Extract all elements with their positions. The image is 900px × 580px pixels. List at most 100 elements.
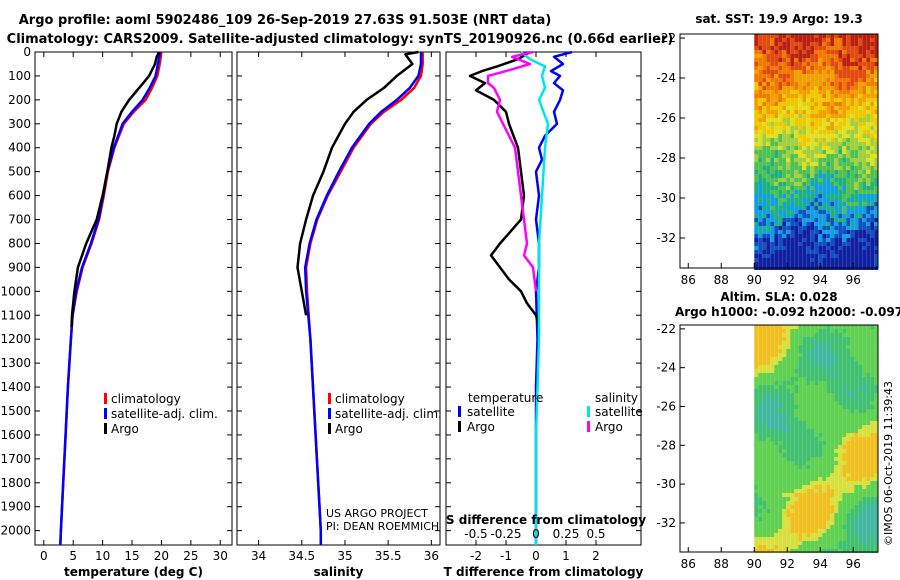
heatmap-cell [870,226,875,230]
heatmap-cell [770,246,775,250]
heatmap-cell [838,457,843,461]
heatmap-cell [786,433,791,437]
heatmap-cell [858,369,863,373]
heatmap-cell [866,529,871,533]
heatmap-cell [838,497,843,501]
heatmap-cell [782,214,787,218]
heatmap-cell [870,341,875,345]
heatmap-cell [806,361,811,365]
heatmap-cell [842,541,847,545]
heatmap-cell [862,425,867,429]
heatmap-cell [802,421,807,425]
heatmap-cell [838,66,843,70]
heatmap-cell [790,250,795,254]
heatmap-cell [850,517,855,521]
heatmap-cell [806,34,811,38]
heatmap-cell [866,54,871,58]
heatmap-cell [858,182,863,186]
heatmap-cell [814,429,819,433]
heatmap-cell [778,146,783,150]
heatmap-cell [842,341,847,345]
heatmap-cell [782,54,787,58]
heatmap-cell [854,397,859,401]
heatmap-cell [870,250,875,254]
heatmap-cell [838,529,843,533]
heatmap-cell [862,154,867,158]
heatmap-cell [754,182,759,186]
heatmap-cell [782,373,787,377]
heatmap-cell [778,54,783,58]
series-argo [296,50,419,316]
heatmap-cell [754,385,759,389]
heatmap-cell [774,401,779,405]
heatmap-cell [870,218,875,222]
heatmap-cell [762,66,767,70]
heatmap-cell [842,461,847,465]
heatmap-cell [846,537,851,541]
heatmap-cell [834,58,839,62]
heatmap-cell [838,501,843,505]
heatmap-cell [762,381,767,385]
heatmap-cell [762,106,767,110]
heatmap-cell [770,102,775,106]
heatmap-cell [862,453,867,457]
heatmap-cell [818,78,823,82]
heatmap-cell [854,337,859,341]
heatmap-cell [802,126,807,130]
heatmap-cell [810,90,815,94]
heatmap-cell [798,238,803,242]
heatmap-cell [774,513,779,517]
heatmap-cell [822,513,827,517]
heatmap-cell [834,441,839,445]
heatmap-cell [870,517,875,521]
heatmap-cell [786,509,791,513]
heatmap-cell [778,377,783,381]
heatmap-cell [762,549,767,553]
heatmap-cell [802,409,807,413]
heatmap-cell [754,389,759,393]
heatmap-cell [806,46,811,50]
heatmap-cell [866,389,871,393]
salinity-xtick-label: 35.5 [375,549,402,563]
heatmap-cell [870,58,875,62]
heatmap-cell [806,385,811,389]
heatmap-cell [802,429,807,433]
heatmap-cell [758,365,763,369]
heatmap-cell [814,501,819,505]
heatmap-cell [866,242,871,246]
heatmap-cell [842,481,847,485]
heatmap-cell [854,38,859,42]
heatmap-cell [874,329,879,333]
heatmap-cell [774,421,779,425]
heatmap-cell [810,513,815,517]
heatmap-cell [798,357,803,361]
heatmap-cell [782,74,787,78]
heatmap-cell [822,341,827,345]
heatmap-cell [842,98,847,102]
heatmap-cell [762,369,767,373]
heatmap-cell [830,234,835,238]
heatmap-cell [870,353,875,357]
heatmap-cell [842,529,847,533]
difference-xtick-label: 0 [532,549,540,563]
legend-label: climatology [111,392,181,406]
heatmap-cell [798,210,803,214]
heatmap-cell [806,517,811,521]
heatmap-cell [758,529,763,533]
heatmap-cell [794,501,799,505]
heatmap-cell [774,537,779,541]
heatmap-cell [766,397,771,401]
heatmap-cell [798,58,803,62]
heatmap-cell [794,421,799,425]
heatmap-cell [798,34,803,38]
heatmap-cell [818,537,823,541]
heatmap-cell [814,545,819,549]
heatmap-cell [826,218,831,222]
heatmap-cell [838,541,843,545]
heatmap-cell [786,357,791,361]
heatmap-cell [850,529,855,533]
heatmap-cell [826,258,831,262]
heatmap-cell [834,178,839,182]
heatmap-cell [858,118,863,122]
heatmap-cell [838,401,843,405]
